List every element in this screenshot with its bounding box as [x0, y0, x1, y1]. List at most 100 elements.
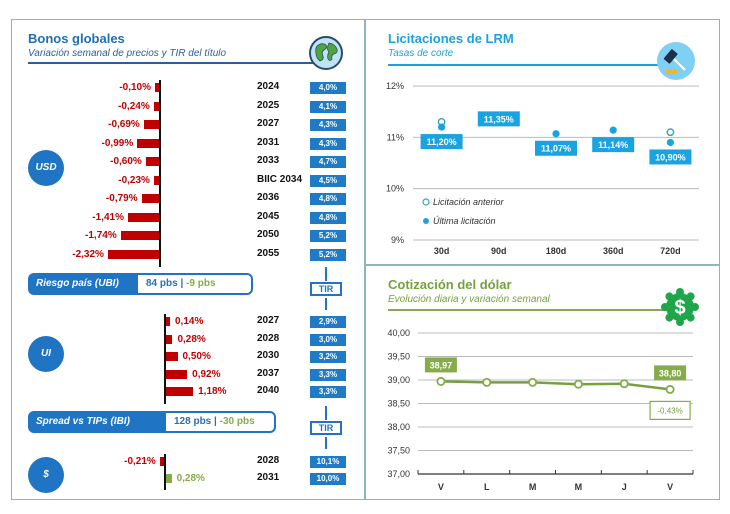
data-label-box	[535, 140, 577, 156]
licitaciones-title-rule	[388, 64, 668, 66]
weekly-change-label: -0,43%	[657, 406, 682, 415]
y-tick-label: 10%	[386, 184, 404, 194]
price-point	[665, 384, 675, 394]
price-point	[482, 377, 492, 387]
riesgo-pais-change: -9 pbs	[186, 278, 216, 289]
change-bar	[127, 212, 159, 222]
spread-change: -30 pbs	[219, 416, 255, 427]
change-bar	[159, 457, 164, 466]
tir-value: 4,8%	[310, 211, 346, 224]
change-bar	[145, 157, 159, 166]
data-label-box	[649, 149, 692, 165]
y-tick-label: 38,00	[387, 422, 410, 432]
riesgo-pais-pbs: 84 pbs	[146, 278, 178, 289]
bond-name: 2027	[257, 118, 280, 129]
bond-name: 2040	[257, 385, 280, 396]
tir-arrow-up-2	[325, 406, 327, 420]
bonos-globales-panel: Bonos globales Variación semanal de prec…	[11, 19, 365, 500]
change-label: -0,21%	[124, 456, 156, 467]
data-label-box	[477, 111, 520, 127]
spread-value: 128 pbs | -30 pbs	[164, 411, 276, 433]
bond-name: BIIC 2034	[257, 173, 303, 185]
last-value-box	[654, 365, 687, 381]
legend-previous-marker	[422, 198, 430, 206]
currency-ui-badge: UI	[28, 336, 64, 372]
licitaciones-chart: 9% 10% 11% 12% 30d 11,20% 90d 11,35% 180d 11,07% 3…	[386, 81, 699, 256]
y-tick-label: 9%	[391, 235, 404, 245]
change-bar	[166, 369, 188, 379]
dolar-chart: 37,00 37,50 38,00 38,50 39,00 39,50 40,00 V L M M J…	[387, 328, 694, 492]
change-bar	[166, 387, 194, 396]
legend-last-label: Última licitación	[433, 216, 496, 226]
change-label: -0,69%	[108, 119, 140, 130]
change-label: -0,99%	[101, 137, 134, 149]
bond-name: 2030	[257, 350, 280, 361]
change-label: 0,28%	[177, 333, 206, 345]
y-tick-label: 11%	[387, 132, 404, 142]
tir-box: TIR	[310, 282, 342, 296]
data-label: 11,20%	[427, 137, 457, 147]
change-label: -1,41%	[92, 211, 124, 223]
first-value-box	[424, 357, 457, 373]
weekly-change-box	[649, 400, 691, 420]
bond-name: 2027	[257, 315, 280, 326]
x-tick-label: M	[529, 482, 537, 492]
change-bar	[143, 120, 159, 129]
tir-arrow-down	[325, 298, 327, 310]
change-bar	[141, 194, 159, 203]
change-label: 0,28%	[176, 473, 205, 484]
tir-value: 10,0%	[310, 473, 346, 485]
point-last	[666, 138, 674, 147]
point-last	[438, 123, 446, 131]
change-bar	[153, 101, 159, 111]
change-label: 1,18%	[198, 386, 227, 397]
tir-value: 3,3%	[310, 368, 346, 381]
change-bar	[166, 317, 170, 326]
bond-name: 2037	[257, 367, 280, 379]
spread-label: Spread vs TIPs (IBI)	[28, 411, 168, 433]
x-tick-label: M	[575, 482, 583, 492]
change-label: -2,32%	[72, 248, 104, 260]
tir-value: 2,9%	[310, 316, 346, 328]
bonos-title: Bonos globales	[28, 31, 125, 46]
price-point	[619, 379, 629, 389]
tir-box-2: TIR	[310, 421, 342, 435]
bonos-title-rule	[28, 62, 318, 64]
data-label: 11,14%	[598, 140, 628, 150]
x-tick-label: 30d	[434, 246, 450, 256]
bond-name: 2050	[257, 229, 280, 240]
bond-name: 2025	[257, 99, 280, 111]
bond-name: 2036	[257, 192, 280, 203]
dollar-badge-icon: $	[661, 288, 699, 326]
tir-value: 4,3%	[310, 119, 346, 131]
x-tick-label: 180d	[546, 246, 567, 256]
last-value-label: 38,80	[659, 368, 682, 378]
y-tick-label: 39,00	[387, 375, 410, 385]
spread-separator: |	[214, 416, 217, 427]
riesgo-pais-label: Riesgo país (UBI)	[28, 273, 138, 295]
bar-axis	[164, 314, 166, 404]
tir-value: 5,2%	[310, 230, 346, 242]
change-label: 0,50%	[182, 351, 211, 362]
change-label: 0,92%	[192, 368, 221, 380]
tir-value: 5,2%	[310, 248, 346, 261]
change-bar	[166, 352, 178, 361]
tir-value: 4,7%	[310, 156, 346, 168]
tir-arrow-up	[325, 267, 327, 281]
data-label-box	[592, 137, 635, 153]
data-label-box	[420, 134, 463, 150]
bond-name: 2028	[257, 455, 280, 466]
x-tick-label: V	[438, 482, 444, 492]
price-line	[440, 380, 671, 391]
change-label: -0,10%	[119, 82, 151, 93]
bond-name: 2033	[257, 155, 280, 166]
y-tick-label: 37,00	[387, 469, 410, 479]
first-value-label: 38,97	[430, 360, 453, 370]
x-tick-label: L	[484, 482, 490, 492]
change-bar	[166, 474, 172, 483]
bond-name: 2031	[257, 136, 280, 148]
point-last	[609, 126, 617, 134]
bonos-subtitle: Variación semanal de precios y TIR del t…	[28, 48, 227, 59]
legend-previous-label: Licitación anterior	[433, 197, 505, 207]
dolar-subtitle: Evolución diaria y variación semanal	[388, 294, 550, 305]
